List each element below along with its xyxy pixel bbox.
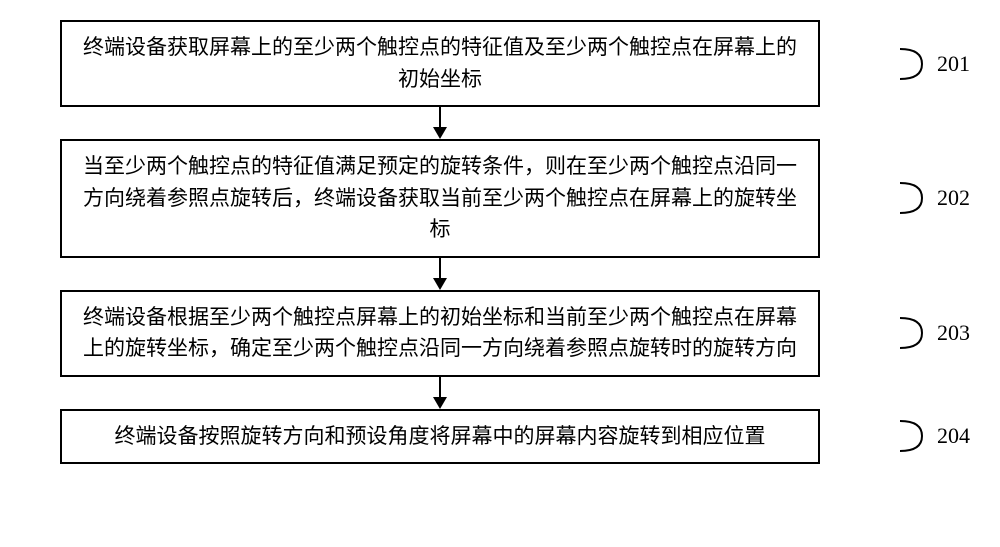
step-text-202: 当至少两个触控点的特征值满足预定的旋转条件，则在至少两个触控点沿同一方向绕着参照… bbox=[82, 151, 798, 246]
connector-curve-203 bbox=[900, 308, 934, 358]
arrow-203-204 bbox=[60, 377, 820, 409]
step-box-204: 终端设备按照旋转方向和预设角度将屏幕中的屏幕内容旋转到相应位置 bbox=[60, 409, 820, 465]
arrow-201-202 bbox=[60, 107, 820, 139]
flowchart-container: 终端设备获取屏幕上的至少两个触控点的特征值及至少两个触控点在屏幕上的初始坐标 2… bbox=[60, 20, 900, 464]
step-text-203: 终端设备根据至少两个触控点屏幕上的初始坐标和当前至少两个触控点在屏幕上的旋转坐标… bbox=[82, 302, 798, 365]
step-label-202: 202 bbox=[937, 185, 970, 211]
connector-curve-201 bbox=[900, 39, 934, 89]
step-box-202: 当至少两个触控点的特征值满足预定的旋转条件，则在至少两个触控点沿同一方向绕着参照… bbox=[60, 139, 820, 258]
step-box-203: 终端设备根据至少两个触控点屏幕上的初始坐标和当前至少两个触控点在屏幕上的旋转坐标… bbox=[60, 290, 820, 377]
arrow-202-203 bbox=[60, 258, 820, 290]
step-label-203: 203 bbox=[937, 320, 970, 346]
step-row-203: 终端设备根据至少两个触控点屏幕上的初始坐标和当前至少两个触控点在屏幕上的旋转坐标… bbox=[60, 290, 900, 377]
step-text-204: 终端设备按照旋转方向和预设角度将屏幕中的屏幕内容旋转到相应位置 bbox=[115, 421, 766, 453]
step-label-201: 201 bbox=[937, 51, 970, 77]
step-text-201: 终端设备获取屏幕上的至少两个触控点的特征值及至少两个触控点在屏幕上的初始坐标 bbox=[82, 32, 798, 95]
connector-curve-202 bbox=[900, 173, 934, 223]
step-row-201: 终端设备获取屏幕上的至少两个触控点的特征值及至少两个触控点在屏幕上的初始坐标 2… bbox=[60, 20, 900, 107]
step-label-204: 204 bbox=[937, 423, 970, 449]
connector-curve-204 bbox=[900, 411, 934, 461]
step-row-204: 终端设备按照旋转方向和预设角度将屏幕中的屏幕内容旋转到相应位置 204 bbox=[60, 409, 900, 465]
step-row-202: 当至少两个触控点的特征值满足预定的旋转条件，则在至少两个触控点沿同一方向绕着参照… bbox=[60, 139, 900, 258]
step-box-201: 终端设备获取屏幕上的至少两个触控点的特征值及至少两个触控点在屏幕上的初始坐标 bbox=[60, 20, 820, 107]
